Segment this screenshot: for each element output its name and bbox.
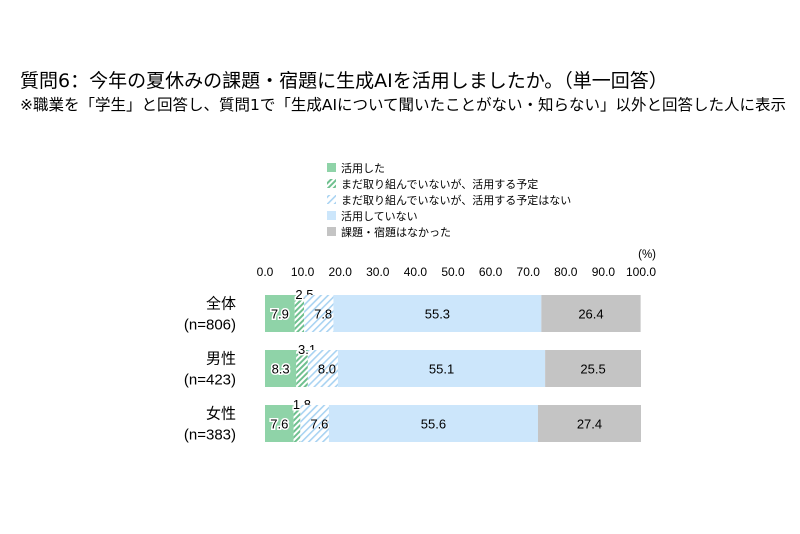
- bar-segment: [333, 295, 542, 332]
- category-label: 女性: [206, 405, 236, 423]
- bar-segment: [337, 350, 546, 387]
- x-tick-label: 40.0: [404, 265, 428, 279]
- legend-swatch: [327, 163, 336, 172]
- bar-segment: [304, 295, 334, 332]
- x-tick-label: 50.0: [441, 265, 465, 279]
- x-tick-label: 100.0: [626, 265, 656, 279]
- bar-segment: [541, 295, 641, 332]
- x-tick-label: 80.0: [554, 265, 578, 279]
- x-tick-label: 70.0: [517, 265, 541, 279]
- chart-subtitle: ※職業を「学生」と回答し、質問1で「生成AIについて聞いたことがない・知らない」…: [20, 96, 787, 114]
- bar-segment: [294, 295, 305, 332]
- x-axis: (%) 0.0 10.0 20.0 30.0 40.0 50.0 60.0 70.0 80.0 90…: [257, 249, 657, 279]
- legend-swatch: [327, 211, 336, 220]
- x-tick-label: 10.0: [291, 265, 315, 279]
- data-label: 55.3: [425, 307, 450, 322]
- bar-segment: [265, 405, 294, 442]
- data-label: 8.0: [318, 362, 336, 377]
- legend-swatch: [327, 195, 336, 204]
- bar-segment: [545, 350, 641, 387]
- category-n-label: (n=806): [184, 317, 236, 334]
- x-tick-label: 90.0: [592, 265, 616, 279]
- data-label: 27.4: [577, 417, 602, 432]
- legend-swatch: [327, 179, 336, 188]
- chart-title: 質問6：今年の夏休みの課題・宿題に生成AIを活用しましたか。（単一回答）: [20, 70, 668, 92]
- bar-segment: [265, 295, 295, 332]
- data-label: 8.3: [272, 362, 290, 377]
- bar-segment: [307, 350, 338, 387]
- x-tick-label: 20.0: [329, 265, 353, 279]
- bar-segment: [265, 350, 297, 387]
- legend: 活用したまだ取り組んでいないが、活用する予定まだ取り組んでいないが、活用する予定…: [327, 162, 571, 239]
- category-label: 全体: [206, 295, 236, 313]
- category-n-label: (n=423): [184, 372, 236, 389]
- data-label: 7.6: [270, 417, 288, 432]
- category-label: 男性: [206, 351, 236, 368]
- legend-label: まだ取り組んでいないが、活用する予定: [341, 177, 538, 191]
- data-label: 7.8: [314, 307, 332, 322]
- unit-label: (%): [638, 249, 656, 261]
- bar-segment: [537, 405, 641, 442]
- bar-segment: [293, 405, 301, 442]
- data-label: 7.6: [310, 417, 328, 432]
- legend-label: 活用していない: [341, 210, 418, 223]
- bar-segment: [328, 405, 538, 442]
- data-label: 55.1: [429, 362, 454, 377]
- bar-segment: [300, 405, 329, 442]
- legend-label: まだ取り組んでいないが、活用する予定はない: [341, 193, 571, 207]
- data-label: 25.5: [580, 362, 605, 377]
- data-label: 7.9: [271, 307, 289, 322]
- legend-label: 活用した: [341, 162, 385, 175]
- x-tick-label: 0.0: [257, 265, 274, 279]
- bars: 全体(n=806)7.92.57.8 55.3 26.4男性(n=423)8.33.…: [184, 286, 641, 444]
- category-n-label: (n=383): [184, 427, 236, 444]
- bar-segment: [296, 350, 308, 387]
- legend-label: 課題・宿題はなかった: [341, 225, 451, 239]
- data-label: 26.4: [578, 307, 603, 322]
- legend-swatch: [327, 227, 336, 236]
- data-label: 55.6: [421, 417, 446, 432]
- x-tick-label: 60.0: [479, 265, 503, 279]
- x-tick-label: 30.0: [366, 265, 390, 279]
